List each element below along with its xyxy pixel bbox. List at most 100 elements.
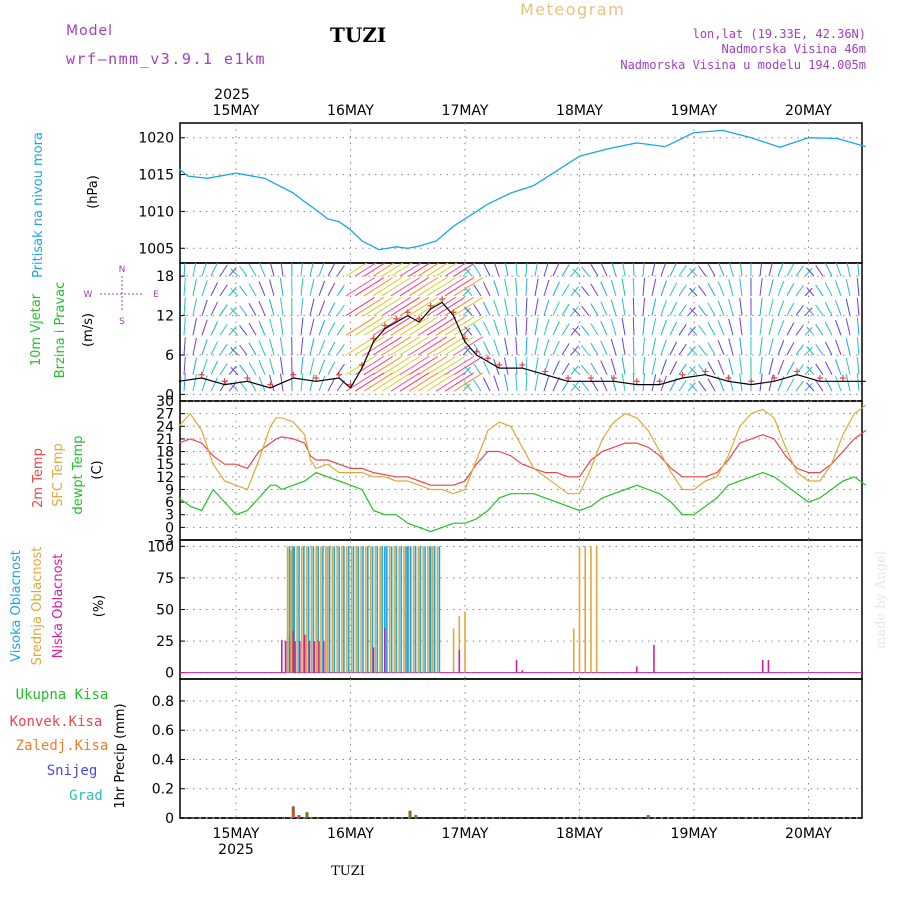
wind-arrow: [786, 263, 795, 277]
wind-arrow: [372, 356, 402, 376]
cloud-tick-label: 100: [147, 539, 174, 555]
wind-arrow: [201, 339, 208, 356]
wind-arrow: [482, 360, 491, 375]
wind-gust-mark: [427, 302, 434, 309]
temp-tick-label: 27: [156, 407, 174, 423]
wind-gust-mark: [221, 378, 228, 385]
wind-arrow: [219, 363, 228, 375]
precip-legend-item: Ukupna Kisa: [16, 687, 109, 703]
wind-arrow: [689, 346, 698, 356]
cloud-panel: 100 75 50 25 0: [147, 539, 863, 682]
wind-arrow: [581, 364, 590, 376]
wind-arrow: [408, 356, 438, 376]
wind-arrow: [804, 327, 813, 336]
wind-arrow: [600, 376, 608, 392]
wind-arrow: [473, 264, 482, 277]
precip-legend-item: Zaledj.Kisa: [16, 738, 109, 754]
wind-arrow: [192, 318, 197, 336]
wind-arrow: [660, 319, 667, 336]
wind-arrow: [381, 356, 411, 376]
wind-arrow: [590, 263, 599, 277]
wind-arrow: [824, 341, 833, 356]
wind-arrow: [561, 264, 570, 277]
wind-arrow: [600, 320, 608, 336]
wind-arrow: [795, 285, 804, 297]
wind-arrow: [777, 339, 785, 356]
wind-arrow: [718, 263, 725, 277]
wind-arrow: [494, 263, 500, 277]
wind-arrow: [768, 374, 774, 392]
wind-arrow: [610, 319, 617, 336]
wind-arrow: [372, 277, 402, 297]
wind-arrow: [210, 263, 218, 277]
wind-arrow: [698, 364, 707, 376]
wind-arrow: [768, 263, 773, 277]
wind-arrow: [309, 374, 315, 392]
wind-arrows: [180, 263, 860, 392]
wind-arrow: [669, 361, 678, 375]
wind-arrow: [336, 344, 345, 356]
wind-arrow: [739, 373, 743, 392]
pressure-tick-label: 1005: [138, 241, 174, 257]
wind-arrow: [230, 366, 239, 376]
wind-compass: N S W E: [84, 265, 160, 327]
wind-gust-mark: [633, 378, 640, 385]
temp-tick-label: 12: [156, 470, 174, 486]
wind-arrow: [269, 318, 275, 336]
wind-arrow: [590, 362, 599, 375]
temp-tick-label: 6: [165, 495, 174, 511]
wind-arrow: [230, 307, 239, 316]
wind-arrow: [632, 277, 635, 296]
wind-arrow: [621, 278, 626, 296]
wind-arrow: [804, 307, 813, 316]
precip-legend-item: Snijeg: [47, 763, 98, 779]
wind-arrow: [444, 263, 467, 277]
wind-arrow: [417, 336, 447, 356]
wind-arrow: [258, 320, 266, 336]
wind-arrow: [300, 317, 304, 336]
wind-arrow: [381, 372, 411, 392]
wind-arrow: [590, 342, 599, 356]
wind-gust-mark: [484, 355, 491, 362]
precip-total-bar: [408, 810, 412, 818]
wind-arrow: [678, 264, 687, 277]
wind-arrow: [698, 380, 707, 392]
wind-gust-mark: [473, 348, 480, 355]
wind-arrow: [835, 375, 842, 392]
wind-arrow: [687, 306, 696, 316]
wind-arrow: [642, 373, 646, 392]
wind-ylabel1: 10m Vjetar: [29, 293, 44, 366]
wind-arrow: [525, 356, 528, 375]
product-title: Meteogram: [520, 0, 625, 19]
wind-gust-mark: [244, 375, 251, 381]
wind-arrow: [651, 318, 657, 336]
wind-arrow: [777, 320, 785, 336]
precip-frame: [179, 678, 863, 819]
wind-arrow: [435, 296, 465, 316]
wind-arrow: [201, 263, 207, 277]
wind-arrow: [806, 365, 815, 376]
wind-arrow: [777, 300, 785, 316]
wind-arrow: [815, 343, 824, 356]
wind-arrow: [300, 373, 304, 392]
wind-arrow: [327, 302, 336, 316]
top-day-label: 19MAY: [671, 103, 718, 119]
wind-arrow: [473, 343, 482, 356]
wind-arrow: [857, 263, 860, 277]
wind-arrow: [845, 338, 851, 356]
wind-arrow: [435, 263, 458, 277]
model-elevation: Nadmorska Visina u modelu 194.005m: [620, 58, 866, 72]
wind-arrow: [515, 277, 518, 296]
wind-gust-mark: [679, 371, 686, 378]
wind-arrow: [504, 263, 509, 277]
wind-arrow: [201, 375, 208, 392]
precip-legend-item: Grad: [69, 788, 103, 804]
wind-arrow: [300, 278, 304, 296]
wind-arrow: [279, 297, 284, 316]
wind-arrow: [856, 297, 860, 316]
wind-arrow: [525, 263, 528, 277]
wind-arrow: [248, 303, 257, 316]
wind-arrow: [363, 263, 386, 277]
wind-arrow: [210, 377, 219, 392]
